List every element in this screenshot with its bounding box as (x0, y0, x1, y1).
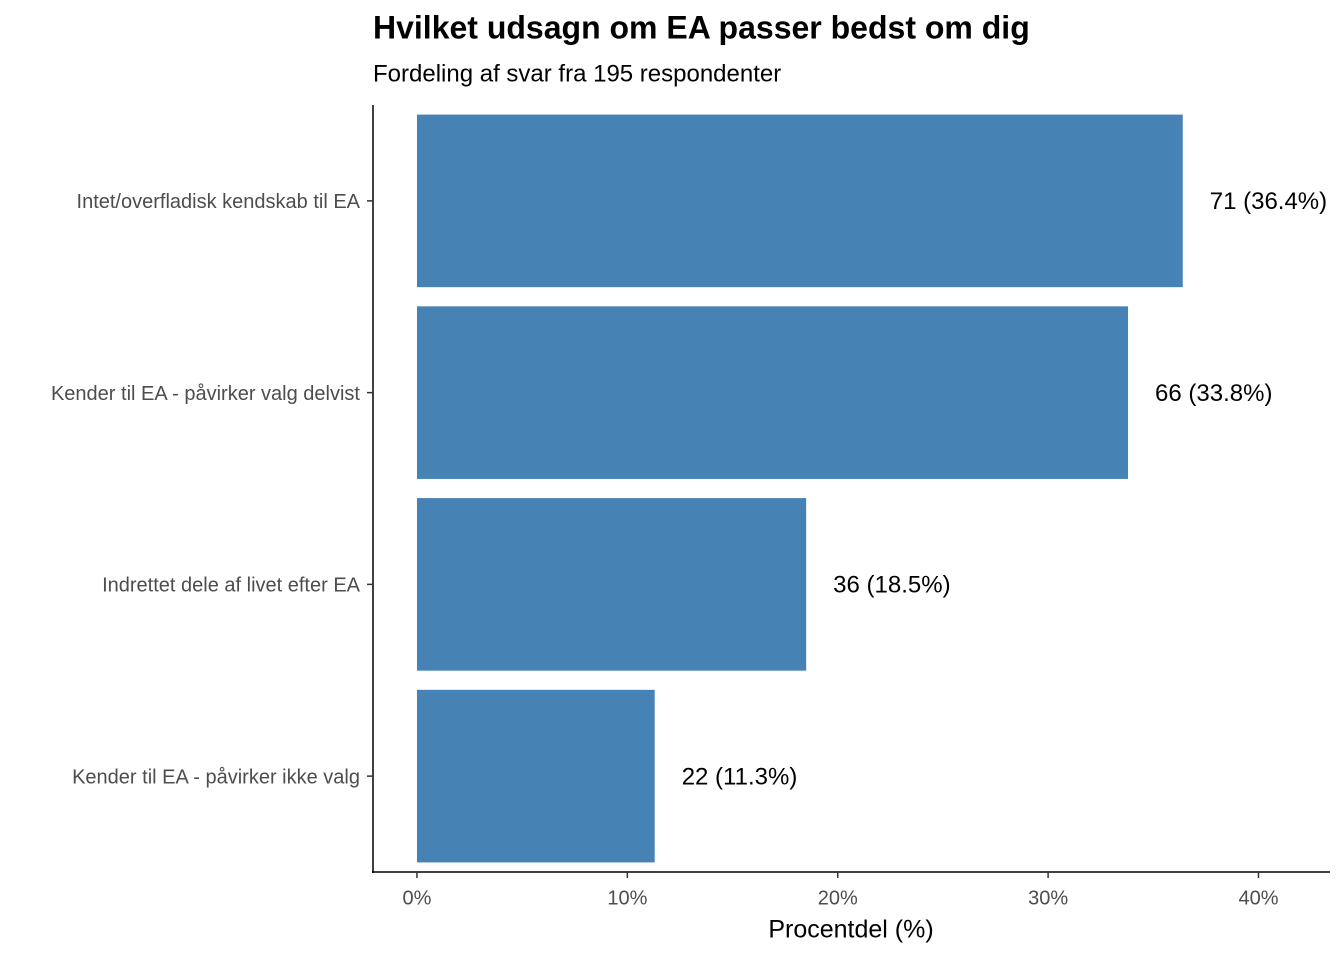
y-tick-label: Intet/overfladisk kendskab til EA (77, 191, 361, 213)
y-tick-label: Indrettet dele af livet efter EA (102, 575, 361, 597)
value-label: 36 (18.5%) (833, 572, 950, 599)
x-tick-label: 10% (607, 887, 647, 909)
value-label: 71 (36.4%) (1210, 188, 1327, 215)
bar (416, 114, 1183, 288)
chart-subtitle: Fordeling af svar fra 195 respondenter (373, 60, 781, 87)
bar (416, 306, 1129, 479)
value-label: 66 (33.8%) (1155, 380, 1272, 407)
x-tick-label: 40% (1238, 887, 1278, 909)
x-tick-label: 0% (403, 887, 432, 909)
bar (416, 498, 807, 671)
x-tick-label: 30% (1028, 887, 1068, 909)
x-tick-label: 20% (818, 887, 858, 909)
chart-title: Hvilket udsagn om EA passer bedst om dig (373, 9, 1030, 45)
y-tick-label: Kender til EA - påvirker ikke valg (72, 766, 360, 788)
x-axis-label: Procentdel (%) (768, 916, 933, 944)
value-label: 22 (11.3%) (682, 763, 798, 790)
bar (416, 689, 655, 863)
y-tick-label: Kender til EA - påvirker valg delvist (51, 383, 360, 405)
